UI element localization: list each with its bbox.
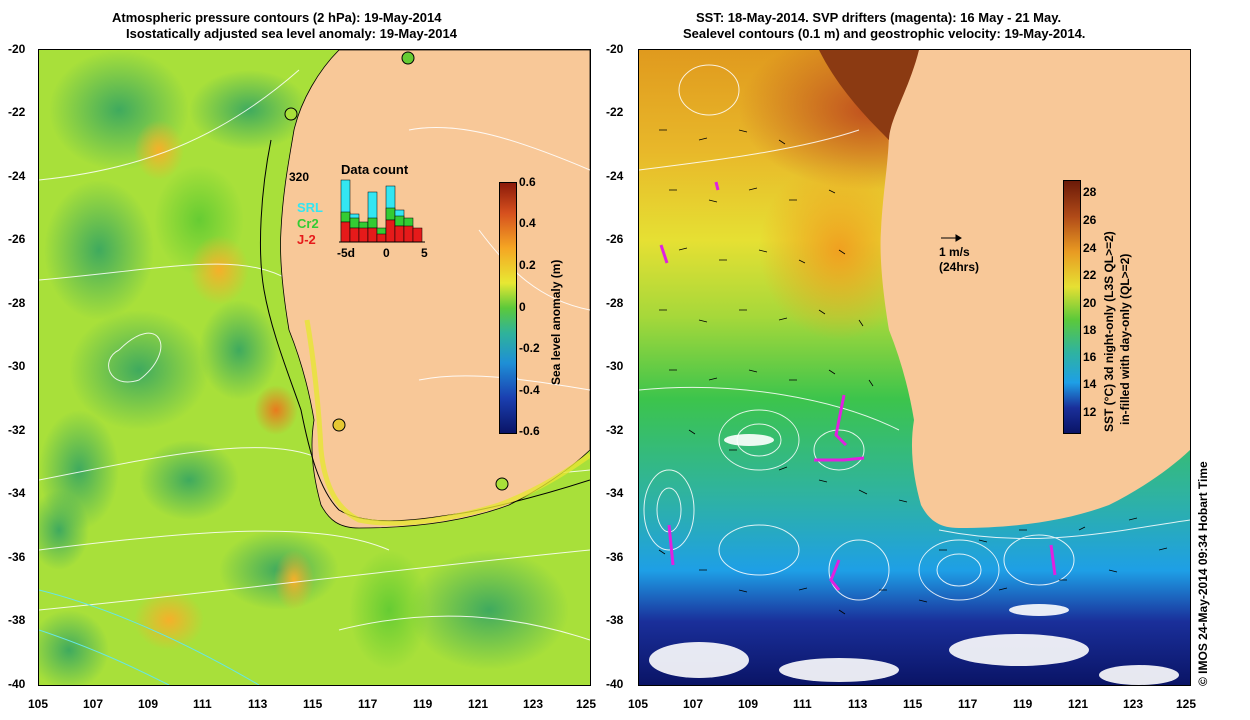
cyan-contours xyxy=(39,589,260,685)
data-count-bars xyxy=(339,179,425,243)
scale-arrow-label: 1 m/s xyxy=(939,245,970,259)
cloud-mask xyxy=(649,434,1179,685)
right-title-line2: Sealevel contours (0.1 m) and geostrophi… xyxy=(683,26,1086,41)
sst-cbar-tick-6: 16 xyxy=(1083,350,1097,364)
sst-cbar-tick-0: 28 xyxy=(1083,185,1097,199)
sla-cbar-label: Sea level anomaly (m) xyxy=(549,259,563,385)
scale-arrow xyxy=(941,234,962,242)
right-xtick-6: 117 xyxy=(958,697,978,711)
drifter-tracks xyxy=(659,181,1057,591)
left-ytick-6: -32 xyxy=(8,423,26,437)
right-xtick-2: 109 xyxy=(738,697,759,711)
legend-cr2: Cr2 xyxy=(297,216,319,231)
left-xtick-4: 113 xyxy=(248,697,268,711)
sst-cbar-tick-7: 14 xyxy=(1083,377,1097,391)
right-title-line1: SST: 18-May-2014. SVP drifters (magenta)… xyxy=(696,10,1062,25)
sst-cbar-tick-2: 24 xyxy=(1083,241,1097,255)
left-xtick-5: 115 xyxy=(303,697,323,711)
right-ytick-3: -26 xyxy=(606,232,624,246)
left-title-line2: Isostatically adjusted sea level anomaly… xyxy=(126,26,457,41)
left-xtick-0: 105 xyxy=(28,697,49,711)
right-xtick-10: 125 xyxy=(1176,697,1197,711)
right-xtick-8: 121 xyxy=(1068,697,1089,711)
left-map-panel: Data count 320 SRL Cr2 J-2 xyxy=(38,49,591,686)
sla-cbar-tick-6: -0.6 xyxy=(519,424,540,438)
right-ytick-4: -28 xyxy=(606,296,624,310)
left-xtick-7: 119 xyxy=(413,697,433,711)
sst-cbar-tick-8: 12 xyxy=(1083,405,1097,419)
sla-colorbar xyxy=(499,182,517,434)
right-xtick-9: 123 xyxy=(1123,697,1144,711)
right-map-panel: 1 m/s (24hrs) xyxy=(638,49,1191,686)
right-ytick-8: -36 xyxy=(606,550,624,564)
left-ytick-1: -22 xyxy=(8,105,26,119)
sealevel-contours xyxy=(639,64,1190,601)
left-xtick-1: 107 xyxy=(83,697,104,711)
data-count-title: Data count xyxy=(341,162,409,177)
right-ytick-6: -32 xyxy=(606,423,624,437)
left-xtick-9: 123 xyxy=(523,697,544,711)
right-xtick-0: 105 xyxy=(628,697,649,711)
sst-cbar-label-2: in-filled with day-only (QL>=2) xyxy=(1118,253,1132,425)
legend-j2: J-2 xyxy=(297,232,316,247)
sla-cbar-tick-3: 0 xyxy=(519,300,526,314)
sst-colorbar xyxy=(1063,180,1081,434)
australia-land-right xyxy=(880,50,1190,528)
left-ytick-3: -26 xyxy=(8,232,26,246)
right-xtick-4: 113 xyxy=(848,697,868,711)
right-xtick-7: 119 xyxy=(1013,697,1033,711)
scale-arrow-sub: (24hrs) xyxy=(939,260,980,274)
left-title-line1: Atmospheric pressure contours (2 hPa): 1… xyxy=(112,10,442,25)
left-xtick-8: 121 xyxy=(468,697,489,711)
sla-cbar-tick-1: 0.4 xyxy=(519,216,536,230)
sst-cbar-tick-4: 20 xyxy=(1083,296,1097,310)
left-ytick-2: -24 xyxy=(8,169,26,183)
sst-map xyxy=(639,50,1190,685)
shelf-yellow-band xyxy=(304,319,590,526)
right-ytick-0: -20 xyxy=(606,42,624,56)
left-xtick-6: 117 xyxy=(358,697,378,711)
right-xtick-3: 111 xyxy=(793,697,812,711)
sla-cbar-tick-2: 0.2 xyxy=(519,258,536,272)
coastal-warm-rim xyxy=(819,50,919,140)
imos-credit: © IMOS 24-May-2014 09:34 Hobart Time xyxy=(1196,461,1210,686)
left-ytick-7: -34 xyxy=(8,486,26,500)
left-xtick-3: 111 xyxy=(193,697,212,711)
data-count-max: 320 xyxy=(289,170,310,184)
data-count-xtick-1: 0 xyxy=(383,246,390,260)
left-ytick-0: -20 xyxy=(8,42,26,56)
right-ytick-1: -22 xyxy=(606,105,624,119)
left-ytick-8: -36 xyxy=(8,550,26,564)
sst-cbar-tick-5: 18 xyxy=(1083,323,1097,337)
right-xtick-5: 115 xyxy=(903,697,923,711)
sst-cbar-label-1: SST (°C) 3d night-only (L3S QL>=2) xyxy=(1102,231,1116,432)
left-xtick-10: 125 xyxy=(576,697,597,711)
left-ytick-4: -28 xyxy=(8,296,26,310)
sla-cbar-tick-5: -0.4 xyxy=(519,383,540,397)
data-count-inset: Data count 320 SRL Cr2 J-2 xyxy=(271,160,451,270)
right-ytick-9: -38 xyxy=(606,613,624,627)
left-ytick-10: -40 xyxy=(8,677,26,691)
right-xtick-1: 107 xyxy=(683,697,704,711)
right-ytick-10: -40 xyxy=(606,677,624,691)
australia-land xyxy=(280,50,590,529)
sla-cbar-tick-0: 0.6 xyxy=(519,175,536,189)
left-ytick-9: -38 xyxy=(8,613,26,627)
left-ytick-5: -30 xyxy=(8,359,26,373)
left-xtick-2: 109 xyxy=(138,697,159,711)
sla-cbar-tick-4: -0.2 xyxy=(519,341,540,355)
data-count-xtick-2: 5 xyxy=(421,246,428,260)
geostrophic-velocity-arrows xyxy=(658,129,1168,615)
sst-cbar-tick-3: 22 xyxy=(1083,268,1097,282)
tide-gauge-markers xyxy=(284,51,509,491)
right-ytick-7: -34 xyxy=(606,486,624,500)
legend-srl: SRL xyxy=(297,200,323,215)
data-count-xtick-0: -5d xyxy=(337,246,355,260)
right-ytick-5: -30 xyxy=(606,359,624,373)
sst-cbar-tick-1: 26 xyxy=(1083,213,1097,227)
anomaly-blobs xyxy=(39,50,569,685)
right-ytick-2: -24 xyxy=(606,169,624,183)
